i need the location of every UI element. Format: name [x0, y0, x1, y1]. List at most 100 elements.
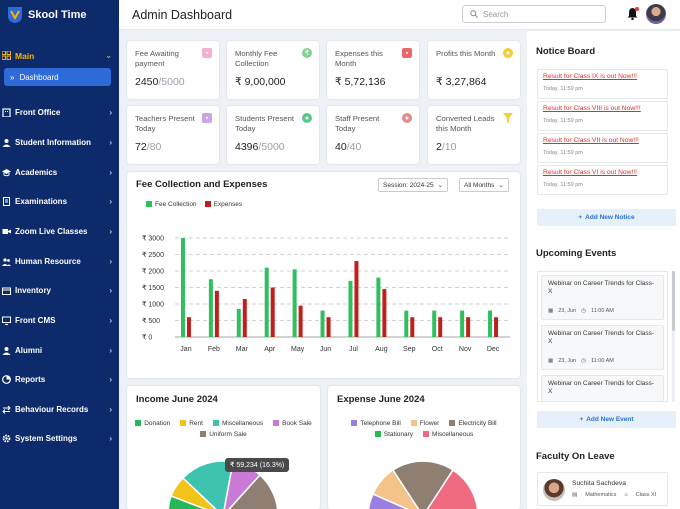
event-item[interactable]: Webinar on Career Trends for Class-X ▦ 23… [541, 275, 664, 320]
bar-fee-collection[interactable] [236, 308, 241, 337]
event-item[interactable]: Webinar on Career Trends for Class-X ▦ 23… [541, 325, 664, 370]
sidebar-item-academics[interactable]: Academics › [0, 164, 119, 180]
sidebar-item-behaviour-records[interactable]: Behaviour Records › [0, 401, 119, 417]
faculty-leave-title: Faculty On Leave [536, 451, 615, 462]
bar-expenses[interactable] [214, 290, 219, 337]
sidebar-item-main[interactable]: Main ⌄ [0, 46, 119, 65]
legend-item[interactable]: Expenses [204, 201, 242, 208]
legend-item[interactable]: Miscellaneous [212, 420, 263, 427]
notice-item[interactable]: Result for Class VIII is out Now!!! Toda… [537, 101, 668, 131]
faculty-subject: Mathematics [585, 492, 617, 498]
sidebar-item-examinations[interactable]: Examinations › [0, 193, 119, 209]
faculty-leave-item[interactable]: Suchita Sachdeva ▤ Mathematics ⌂ Class XI [537, 472, 668, 506]
search-box[interactable] [462, 5, 606, 23]
stat-card-fee-awaiting[interactable]: Fee Awaiting payment ▪ 2450/5000 [127, 41, 219, 99]
legend-item[interactable]: Telephone Bill [351, 420, 401, 427]
sidebar-item-front-cms[interactable]: Front CMS › [0, 312, 119, 328]
event-item[interactable]: Webinar on Career Trends for Class-X [541, 375, 664, 401]
notice-item[interactable]: Result for Class IX is out Now!!! Today,… [537, 69, 668, 99]
add-notice-button[interactable]: + Add New Notice [537, 209, 676, 226]
bar-fee-collection[interactable] [404, 310, 409, 337]
bar-expenses[interactable] [494, 317, 499, 337]
bar-expenses[interactable] [410, 317, 415, 337]
sidebar-item-zoom-live-classes[interactable]: Zoom Live Classes › [0, 223, 119, 239]
bar-fee-collection[interactable] [320, 310, 325, 337]
scrollbar-thumb[interactable] [672, 271, 675, 331]
sidebar-item-inventory[interactable]: Inventory › [0, 282, 119, 298]
bar-expenses[interactable] [186, 317, 191, 337]
events-list[interactable]: Webinar on Career Trends for Class-X ▦ 23… [537, 271, 668, 402]
stat-card-students-present[interactable]: Students Present Today ● 4396/5000 [227, 106, 319, 164]
stat-value: 72/80 [135, 141, 162, 153]
notice-item[interactable]: Result for Class VII is out Now!!! Today… [537, 133, 668, 163]
bar-expenses[interactable] [354, 261, 359, 337]
legend-item[interactable]: Miscellaneous [423, 431, 473, 438]
month-range-label: All Months [464, 181, 495, 189]
sidebar-item-dashboard[interactable]: » Dashboard [4, 68, 111, 86]
stat-card-converted-leads[interactable]: Converted Leads this Month 2/10 [428, 106, 520, 164]
legend-item[interactable]: Stationary [374, 431, 413, 438]
legend-item[interactable]: Donation [135, 420, 170, 427]
brand[interactable]: Skool Time [0, 0, 119, 30]
notice-title[interactable]: Result for Class IX is out Now!!! [543, 73, 638, 80]
notice-title[interactable]: Result for Class VIII is out Now!!! [543, 105, 641, 112]
stat-card-profits[interactable]: Profits this Month ● ₹ 3,27,864 [428, 41, 520, 99]
bar-expenses[interactable] [298, 305, 303, 337]
notice-title[interactable]: Result for Class VII is out Now!!! [543, 137, 639, 144]
add-event-button[interactable]: + Add New Event [537, 411, 676, 428]
stat-card-staff-present[interactable]: Staff Present Today ● 40/40 [327, 106, 419, 164]
sidebar-item-front-office[interactable]: Front Office › [0, 104, 119, 120]
legend-item[interactable]: Uniform Sale [200, 431, 247, 438]
legend-item[interactable]: Book Sale [273, 420, 312, 427]
faculty-meta: ▤ Mathematics ⌂ Class XI [572, 492, 656, 498]
x-tick-label: Sep [403, 346, 416, 353]
expense-card: Expense June 2024 Telephone Bill Flower … [328, 386, 520, 509]
notification-bell[interactable] [627, 7, 639, 21]
sidebar-item-alumni[interactable]: Alumni › [0, 342, 119, 358]
legend-item[interactable]: Flower [410, 420, 439, 427]
search-input[interactable] [483, 9, 593, 19]
legend-item[interactable]: Rent [180, 420, 203, 427]
sidebar-item-student-information[interactable]: Student Information › [0, 134, 119, 150]
legend-item[interactable]: Fee Collection [146, 201, 197, 208]
income-pie[interactable] [127, 386, 320, 509]
sidebar-item-human-resource[interactable]: Human Resource › [0, 253, 119, 269]
month-range-select[interactable]: All Months ⌄ [459, 178, 509, 192]
bar-fee-collection[interactable] [264, 267, 269, 337]
student-icon: ● [302, 113, 312, 123]
notice-title[interactable]: Result for Class VI is out Now!!! [543, 169, 638, 176]
user-avatar[interactable] [646, 4, 666, 24]
bar-fee-collection[interactable] [180, 238, 185, 337]
bar-fee-collection[interactable] [292, 269, 297, 337]
bar-expenses[interactable] [382, 289, 387, 337]
expense-pie[interactable] [328, 386, 520, 509]
stat-card-monthly-fee[interactable]: Monthly Fee Collection ₹ ₹ 9,00,000 [227, 41, 319, 99]
bar-fee-collection[interactable] [460, 310, 465, 337]
bar-fee-collection[interactable] [488, 310, 493, 337]
bar-fee-collection[interactable] [208, 279, 213, 337]
sidebar-item-label: Inventory [15, 285, 52, 295]
bar-expenses[interactable] [438, 317, 443, 337]
bar-expenses[interactable] [466, 317, 471, 337]
chevron-right-icon: › [109, 196, 112, 206]
sidebar-item-reports[interactable]: Reports › [0, 371, 119, 387]
stat-card-teachers-present[interactable]: Teachers Present Today ▪ 72/80 [127, 106, 219, 164]
x-tick-label: Apr [264, 346, 276, 353]
events-scrollbar[interactable] [672, 271, 675, 402]
stat-card-expenses[interactable]: Expenses this Month ▪ ₹ 5,72,136 [327, 41, 419, 99]
notice-item[interactable]: Result for Class VI is out Now!!! Today,… [537, 165, 668, 195]
bar-fee-collection[interactable] [376, 277, 381, 337]
sidebar-item-system-settings[interactable]: System Settings › [0, 430, 119, 446]
staff-icon: ● [402, 113, 412, 123]
legend-item[interactable]: Electricity Bill [449, 420, 497, 427]
chevron-down-icon: ⌄ [498, 182, 504, 189]
chevron-right-icon: › [109, 137, 112, 147]
bar-expenses[interactable] [242, 299, 247, 337]
bar-expenses[interactable] [326, 317, 331, 337]
bar-expenses[interactable] [270, 287, 275, 338]
bar-fee-collection[interactable] [432, 310, 437, 337]
session-select[interactable]: Session: 2024-25 ⌄ [378, 178, 449, 192]
notice-date: Today, 11:59 pm [543, 150, 583, 156]
chevron-right-icon: › [109, 256, 112, 266]
bar-fee-collection[interactable] [348, 280, 353, 337]
